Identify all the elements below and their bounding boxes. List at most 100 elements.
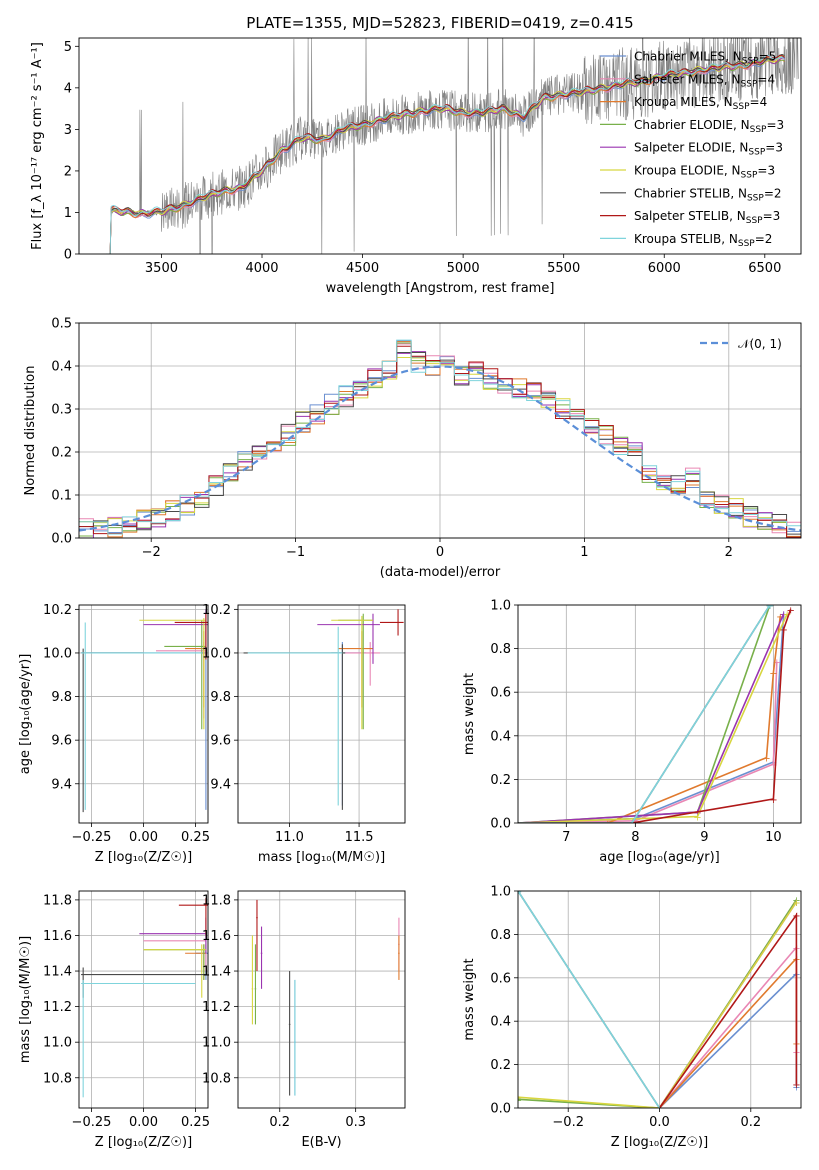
residuals-panel: −2 −1 0 1 2 0.0 0.1 0.2 0.3 0.4 0.5 (data-model)/er… [23,317,802,580]
mass-vs-ebv-panel: 0.2 0.3 10.8 11.0 11.2 11.4 11.6 11.8 E(B-V) [202,890,406,1150]
weight-line [518,899,798,1108]
y-tick-label: 10.8 [202,1071,231,1086]
weight-marker: + [792,898,800,909]
legend-entry: Salpeter STELIB, NSSP=3 [634,209,780,226]
y-tick-label: 11.0 [43,1036,72,1051]
y-tick-label: 9.8 [51,690,72,705]
x-tick-label: 0.00 [129,1115,158,1130]
weight-marker: + [762,754,770,765]
weight-marker: + [769,760,777,771]
weight-marker: + [766,601,774,612]
weight-line [518,615,782,823]
x-tick-label: 0.0 [649,1115,670,1130]
weight-marker: + [766,601,774,612]
x-tick-label: 1 [580,545,588,560]
weight-marker: + [631,817,639,828]
plot-frame [78,322,802,539]
plot-area [243,609,404,810]
plot-area [81,898,208,1098]
plot-frame [517,604,802,824]
weight-marker: + [786,605,794,616]
weight-line [658,971,798,1108]
residual-histogram [79,345,801,538]
x-tick-label: 5500 [547,261,580,276]
y-axis-label: mass [log₁₀(M/M☉)] [18,936,33,1063]
y-tick-label: 1.0 [490,885,511,900]
y-tick-label: 0.2 [490,1058,511,1073]
weight-marker: + [604,819,612,830]
y-tick-label: 0.1 [51,489,72,504]
x-tick-label: −0.2 [552,1115,584,1130]
age-vs-metallicity-panel: −0.25 0.00 0.25 9.4 9.6 9.8 10.0 10.2 Z [log₁₀(Z… [18,603,210,865]
y-tick-label: 11.2 [43,1000,72,1015]
weight-marker: + [628,819,636,830]
weight-marker: + [792,898,800,909]
spectrum-panel: 3500 4000 4500 5000 5500 6000 6500 0 1 2 3 4 5 wavele… [30,37,802,296]
x-tick-label: 11.0 [275,830,304,845]
legend-entry: Chabrier ELODIE, NSSP=3 [634,118,784,135]
y-tick-label: 3 [64,123,72,138]
x-tick-label: 0.2 [269,1115,290,1130]
y-tick-label: 11.2 [202,1000,231,1015]
x-tick-label: 8 [631,830,639,845]
y-tick-label: 11.6 [43,929,72,944]
x-axis-label: Z [log₁₀(Z/Z☉)] [95,1135,192,1150]
y-tick-label: 9.4 [210,777,231,792]
x-axis-label: Z [log₁₀(Z/Z☉)] [611,1135,708,1150]
weight-line [658,912,798,1108]
spectrum-model-line [106,58,785,254]
x-tick-label: 3500 [145,261,178,276]
y-tick-label: 0 [64,248,72,263]
y-tick-label: 9.6 [51,734,72,749]
y-tick-label: 0.8 [490,642,511,657]
weight-marker: + [792,896,800,907]
y-tick-label: 10.0 [202,646,231,661]
plot-area [106,38,799,254]
weight-marker: + [783,610,791,621]
weight-marker: + [514,887,522,898]
y-axis-label: Normed distribution [23,366,38,496]
legend-entry: Salpeter MILES, NSSP=4 [634,72,775,89]
weight-line [518,609,792,823]
legend-entry: Chabrier MILES, NSSP=5 [634,50,776,67]
spectrum-model-line [106,54,785,254]
weight-marker: + [773,658,781,669]
x-tick-label: 0.3 [345,1115,366,1130]
y-tick-label: 0.5 [51,317,72,332]
weight-marker: + [776,612,784,623]
spectrum-model-line [106,53,785,254]
x-tick-label: 6500 [748,261,781,276]
y-tick-label: 1.0 [490,599,511,614]
x-tick-label: 0.2 [740,1115,761,1130]
mass-vs-metallicity-panel: −0.25 0.00 0.25 10.8 11.0 11.2 11.4 11.6 11.8 Z [… [18,890,210,1150]
weight-marker: + [628,819,636,830]
y-tick-label: 10.0 [43,646,72,661]
y-tick-label: 0.2 [490,773,511,788]
y-tick-label: 11.4 [202,965,231,980]
x-axis-label: Z [log₁₀(Z/Z☉)] [95,850,192,865]
weight-line [518,891,661,1108]
y-tick-label: 10.2 [43,603,72,618]
y-tick-label: 11.6 [202,929,231,944]
plot-frame [237,604,406,824]
weight-line [518,613,788,823]
weight-marker: + [693,808,701,819]
plot-frame [237,890,406,1109]
x-tick-label: −2 [142,545,161,560]
weight-line [518,901,798,1108]
legend-entry: Chabrier STELIB, NSSP=2 [634,186,782,203]
y-tick-label: 11.8 [43,893,72,908]
weight-marker: + [514,1093,522,1104]
y-tick-label: 2 [64,164,72,179]
spectrum-model-line [106,54,785,254]
y-tick-label: 0.6 [490,971,511,986]
x-tick-label: 0 [436,545,444,560]
x-axis-label: E(B-V) [301,1135,341,1150]
legend-entry: 𝒩(0, 1) [738,337,782,351]
x-tick-label: 0.00 [129,830,158,845]
residual-histogram [79,339,801,535]
x-tick-label: 0.25 [181,830,210,845]
normal-curve [79,365,801,532]
weight-marker: + [780,625,788,636]
